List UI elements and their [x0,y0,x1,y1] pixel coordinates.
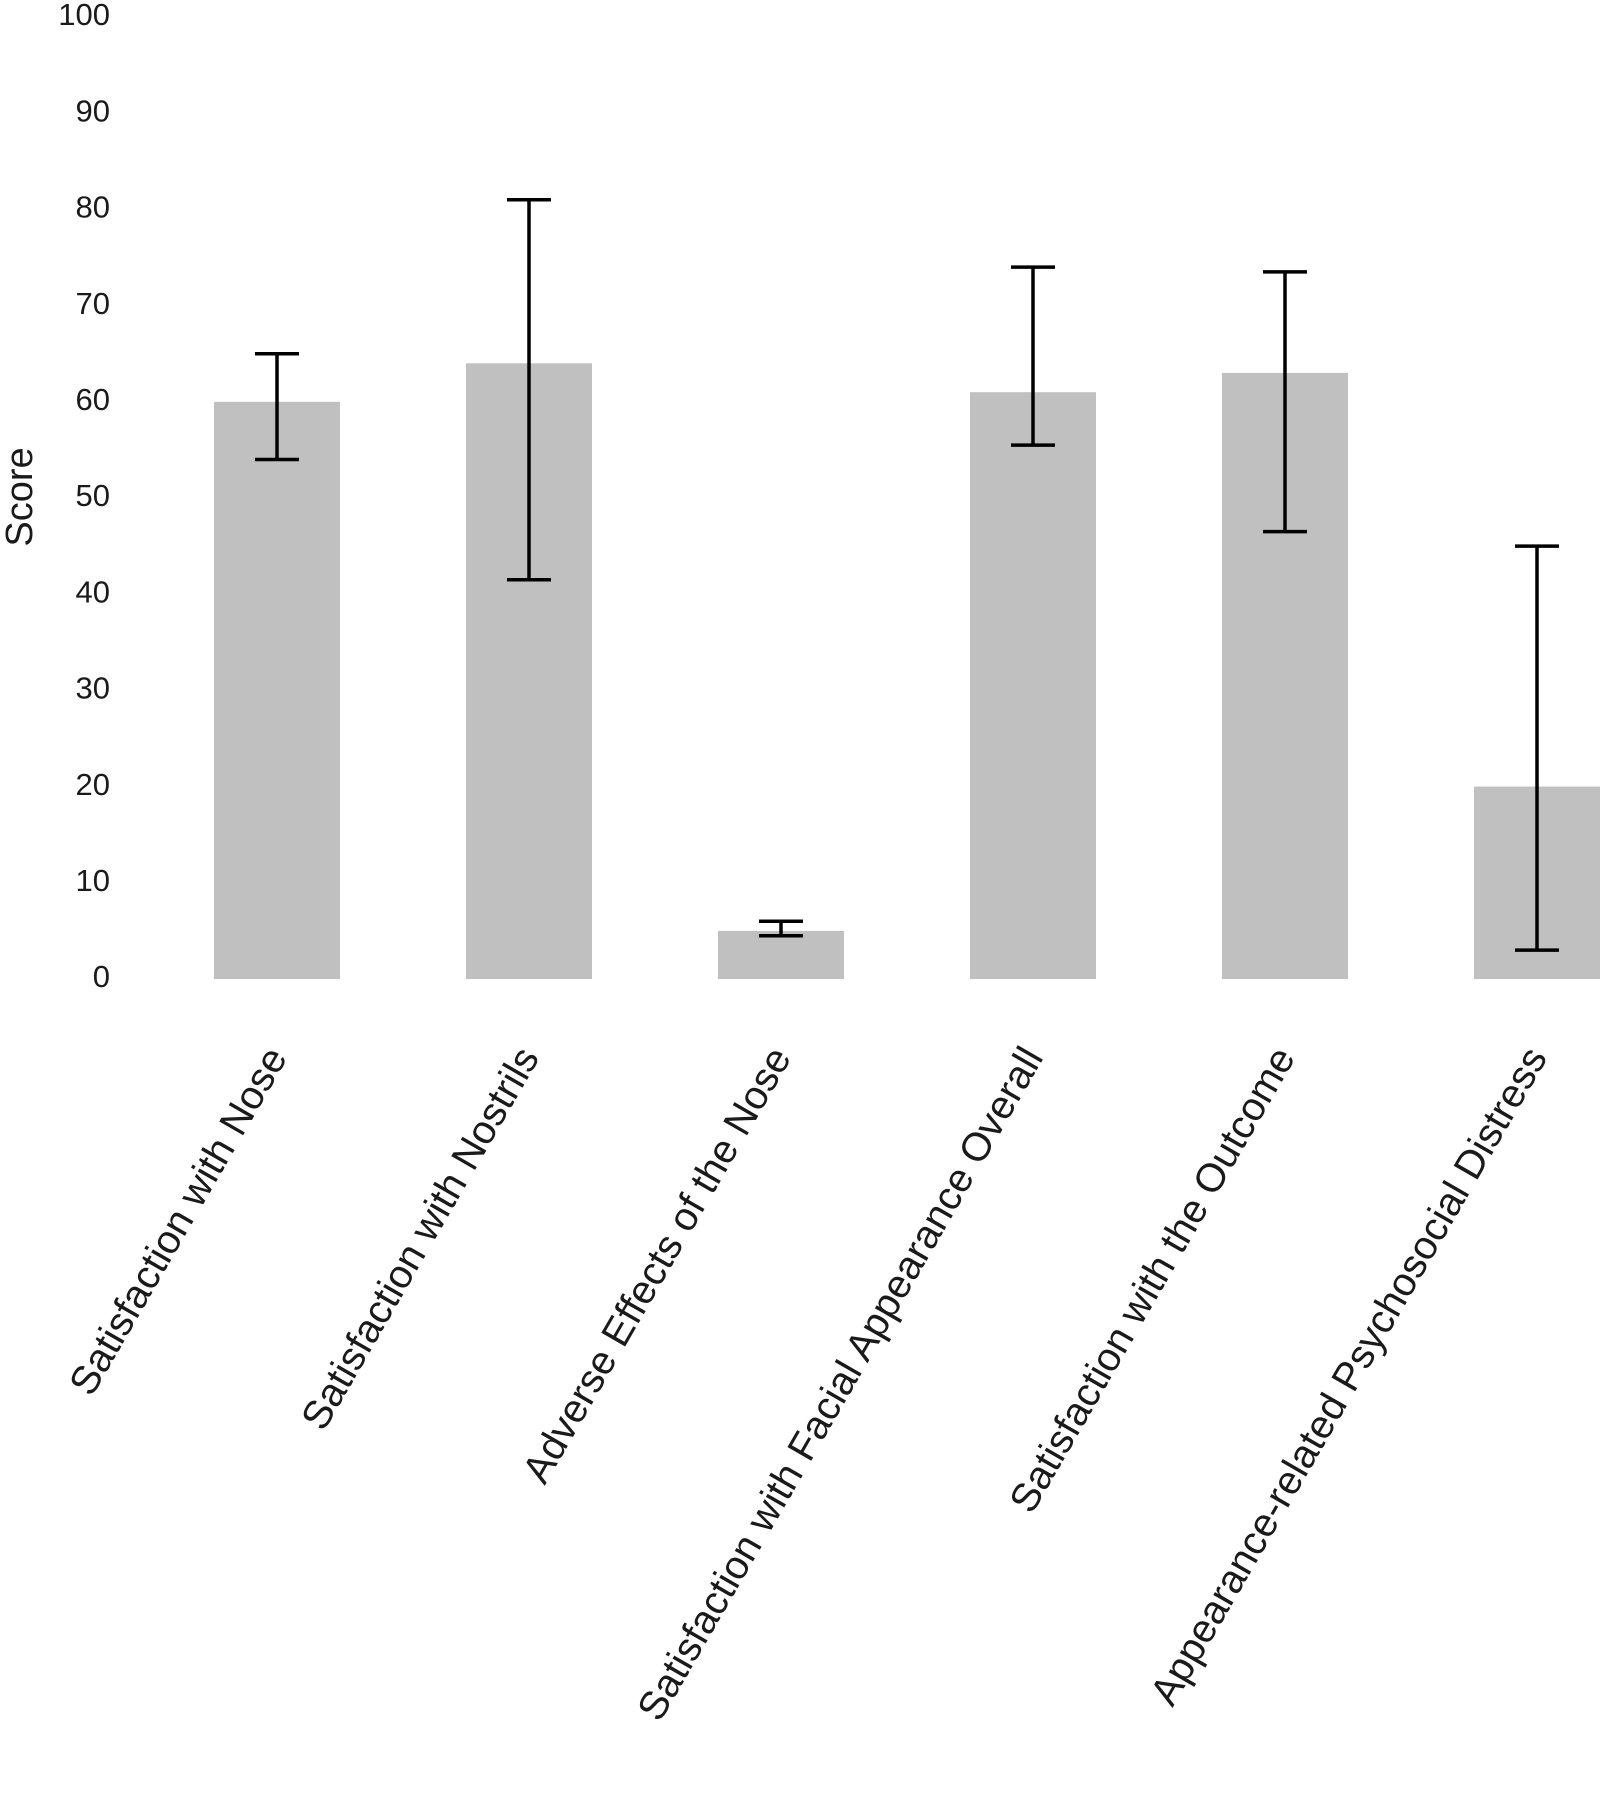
error-bar [1263,270,1307,534]
y-tick-label: 80 [76,190,110,225]
error-bar [1011,265,1055,447]
x-category-label: Satisfaction with Nostrils [293,1040,548,1437]
error-bar [1515,544,1559,952]
bars-layer [214,363,1600,979]
bar [970,392,1096,979]
y-axis-ticks: 0 10 20 30 40 50 60 70 80 90 100 [58,0,110,994]
y-axis-title: Score [0,447,41,546]
y-tick-label: 30 [76,671,110,706]
bar [718,930,844,979]
x-category-label: Satisfaction with Nose [61,1040,296,1403]
error-bar [255,351,299,462]
x-category-label: Adverse Effects of the Nose [514,1040,800,1491]
error-bar [507,198,551,582]
y-tick-label: 10 [76,863,110,898]
error-bar [759,919,803,938]
bar [214,401,340,979]
y-tick-label: 50 [76,478,110,513]
x-category-label: Satisfaction with the Outcome [1001,1040,1304,1520]
y-tick-label: 40 [76,574,110,609]
y-tick-label: 60 [76,382,110,417]
x-category-label: Appearance-related Psychosocial Distress [1142,1040,1556,1713]
y-tick-label: 20 [76,767,110,802]
y-tick-label: 70 [76,286,110,321]
y-tick-label: 100 [58,0,110,32]
x-category-label: Satisfaction with Facial Appearance Over… [629,1040,1052,1728]
y-tick-label: 0 [93,959,110,994]
error-bars-layer [255,198,1559,952]
y-tick-label: 90 [76,93,110,128]
